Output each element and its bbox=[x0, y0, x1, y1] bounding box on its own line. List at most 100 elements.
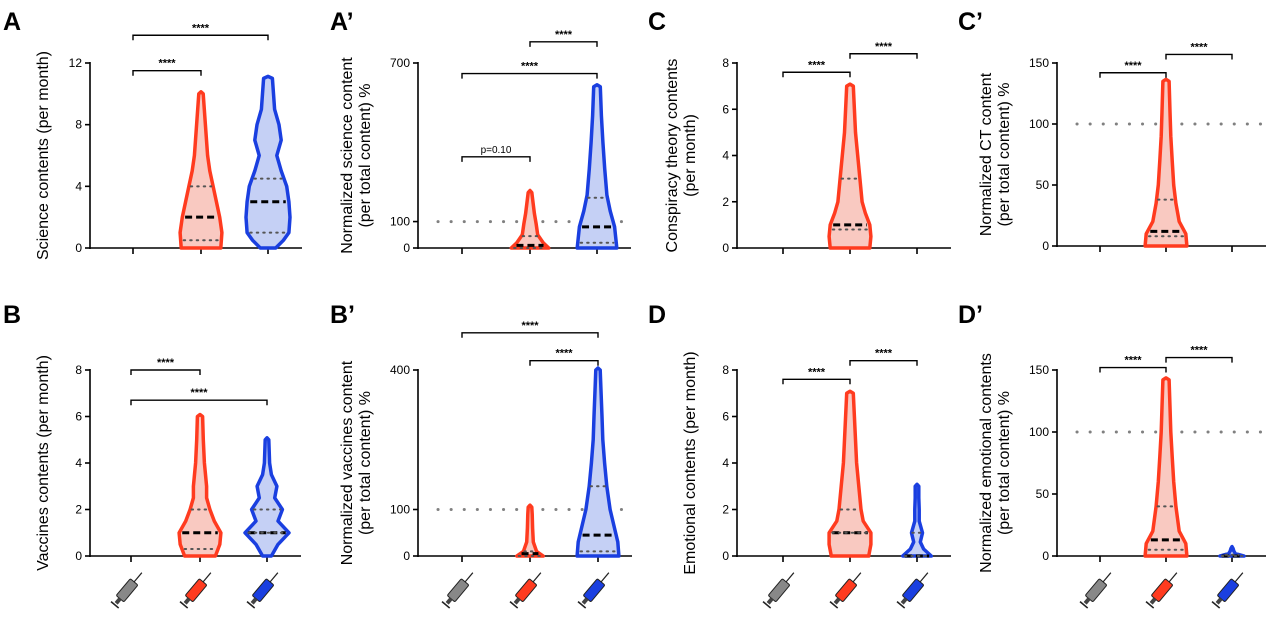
syringe-handle bbox=[577, 601, 587, 609]
y-axis-label: (per total content) % bbox=[357, 83, 374, 227]
syringe-needle bbox=[202, 572, 212, 583]
panel-label: C bbox=[648, 8, 666, 36]
significance-label: **** bbox=[555, 29, 573, 41]
syringe-handle bbox=[1145, 601, 1155, 609]
y-tick-label: 400 bbox=[390, 363, 410, 377]
significance-label: **** bbox=[521, 61, 539, 73]
y-tick-label: 4 bbox=[75, 456, 82, 470]
panel-4: B 0 2 4 6 8 Vaccines contents (per month) **** *… bbox=[3, 301, 301, 609]
y-tick-label: 4 bbox=[722, 149, 729, 163]
violin bbox=[575, 366, 621, 558]
syringe-plunger bbox=[250, 597, 258, 605]
y-tick-label: 100 bbox=[390, 215, 410, 229]
significance-label: **** bbox=[521, 320, 539, 332]
panel-0: A 0 4 8 12 Science contents (per month) **** **… bbox=[3, 8, 302, 260]
syringe-needle bbox=[852, 572, 862, 583]
significance-label: **** bbox=[1190, 41, 1208, 53]
syringe-handle bbox=[896, 601, 906, 609]
syringe-blue-icon bbox=[246, 572, 279, 609]
panel-1: A’ 0 100 700 Normalized science content (per … bbox=[330, 8, 633, 255]
syringe-plunger bbox=[1149, 597, 1157, 605]
significance-label: **** bbox=[555, 348, 573, 360]
syringe-handle bbox=[762, 601, 772, 609]
y-tick-label: 2 bbox=[722, 195, 729, 209]
syringe-handle bbox=[110, 601, 120, 609]
syringe-handle bbox=[829, 601, 839, 609]
y-axis-label: Normalized science content bbox=[339, 57, 356, 254]
comparison-bracket bbox=[130, 399, 268, 406]
y-tick-label: 100 bbox=[1029, 425, 1049, 439]
syringe-red-icon bbox=[1145, 572, 1178, 609]
y-tick-label: 4 bbox=[722, 456, 729, 470]
violin bbox=[1143, 376, 1189, 558]
syringe-needle bbox=[600, 572, 610, 583]
syringe-plunger bbox=[900, 597, 908, 605]
y-tick-label: 0 bbox=[403, 241, 410, 255]
y-tick-label: 6 bbox=[75, 410, 82, 424]
violin bbox=[1143, 77, 1189, 248]
significance-label: p=0.10 bbox=[481, 145, 512, 156]
violin bbox=[827, 82, 873, 250]
syringe-plunger bbox=[766, 597, 774, 605]
syringe-handle bbox=[246, 601, 256, 609]
y-axis-label: Vaccines contents (per month) bbox=[35, 355, 52, 571]
syringe-barrel bbox=[835, 578, 857, 602]
comparison-bracket bbox=[132, 70, 202, 76]
syringe-blue-icon bbox=[577, 572, 610, 609]
syringe-needle bbox=[269, 572, 279, 583]
y-tick-label: 100 bbox=[1029, 117, 1049, 131]
y-tick-label: 150 bbox=[1029, 56, 1049, 70]
y-tick-label: 0 bbox=[722, 241, 729, 255]
comparison-bracket bbox=[1165, 53, 1233, 60]
y-tick-label: 8 bbox=[75, 363, 82, 377]
syringe-plunger bbox=[833, 597, 841, 605]
violin bbox=[900, 482, 934, 558]
syringe-handle bbox=[179, 601, 189, 609]
y-tick-label: 4 bbox=[75, 179, 82, 193]
syringe-handle bbox=[509, 601, 519, 609]
significance-label: **** bbox=[190, 387, 208, 399]
y-tick-label: 2 bbox=[722, 503, 729, 517]
y-tick-label: 50 bbox=[1036, 487, 1050, 501]
y-tick-label: 0 bbox=[75, 241, 82, 255]
y-axis-label: (per total content) % bbox=[996, 82, 1013, 226]
comparison-bracket bbox=[461, 156, 531, 162]
violin bbox=[509, 188, 551, 250]
syringe-red-icon bbox=[179, 572, 212, 609]
violin bbox=[827, 389, 873, 558]
comparison-bracket bbox=[130, 369, 201, 375]
syringe-plunger bbox=[1215, 597, 1223, 605]
y-tick-label: 12 bbox=[69, 56, 83, 70]
syringe-blue-icon bbox=[1211, 572, 1244, 609]
panel-label: C’ bbox=[958, 8, 983, 36]
syringe-barrel bbox=[515, 578, 537, 602]
comparison-bracket bbox=[849, 360, 918, 366]
y-tick-label: 0 bbox=[1042, 549, 1049, 563]
comparison-bracket bbox=[529, 360, 599, 366]
y-tick-label: 150 bbox=[1029, 363, 1049, 377]
y-axis-label: Science contents (per month) bbox=[35, 51, 52, 260]
syringe-gray-icon bbox=[1079, 572, 1112, 609]
syringe-gray-icon bbox=[110, 572, 143, 609]
y-tick-label: 100 bbox=[390, 503, 410, 517]
syringe-needle bbox=[1168, 572, 1178, 583]
syringe-handle bbox=[1211, 601, 1221, 609]
syringe-plunger bbox=[114, 597, 122, 605]
y-axis-label: Emotional contents (per month) bbox=[682, 351, 699, 574]
panel-label: A’ bbox=[330, 8, 354, 36]
y-axis-label: Normalized vaccines content bbox=[339, 360, 356, 565]
violin bbox=[177, 412, 223, 558]
syringe-plunger bbox=[445, 597, 453, 605]
syringe-needle bbox=[464, 572, 474, 583]
violin bbox=[243, 436, 291, 558]
y-axis-label: Conspiracy theory contents bbox=[664, 59, 681, 253]
significance-label: **** bbox=[1190, 345, 1208, 357]
syringe-barrel bbox=[583, 578, 605, 602]
comparison-bracket bbox=[782, 378, 851, 385]
significance-label: **** bbox=[875, 348, 893, 360]
syringe-handle bbox=[1079, 601, 1089, 609]
panel-label: B bbox=[3, 301, 21, 329]
significance-label: **** bbox=[875, 41, 893, 53]
syringe-barrel bbox=[768, 578, 790, 602]
significance-label: **** bbox=[192, 22, 210, 34]
